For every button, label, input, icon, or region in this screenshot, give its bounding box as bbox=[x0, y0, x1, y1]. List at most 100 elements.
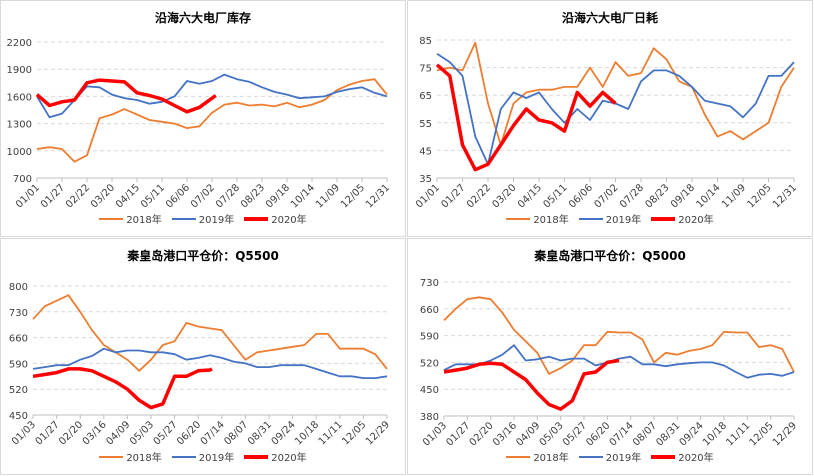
x-tick-label: 10/18 bbox=[293, 419, 321, 447]
legend-item-2018: 2018年 bbox=[506, 211, 569, 226]
x-tick-label: 01/01 bbox=[414, 182, 442, 210]
x-tick-label: 04/15 bbox=[516, 182, 544, 210]
x-tick-label: 01/01 bbox=[14, 182, 42, 210]
x-tick-label: 06/20 bbox=[584, 420, 612, 448]
legend-item-2019: 2019年 bbox=[171, 449, 235, 464]
x-tick-label: 10/18 bbox=[701, 420, 729, 448]
y-tick-label: 800 bbox=[9, 282, 28, 293]
x-tick-label: 12/29 bbox=[364, 419, 392, 447]
legend-item-2018: 2018年 bbox=[99, 211, 162, 226]
y-tick-label: 520 bbox=[420, 358, 439, 369]
x-tick-label: 12/31 bbox=[364, 182, 392, 210]
y-tick-label: 45 bbox=[419, 146, 432, 157]
legend: 2018年 2019年 2020年 bbox=[1, 211, 405, 226]
x-tick-label: 04/09 bbox=[514, 420, 542, 448]
legend-item-2019: 2019年 bbox=[171, 211, 235, 226]
legend-item-2020: 2020年 bbox=[244, 449, 307, 464]
y-tick-label: 520 bbox=[9, 385, 28, 396]
x-tick-label: 09/24 bbox=[678, 420, 706, 448]
x-tick-label: 09/24 bbox=[270, 419, 298, 447]
y-tick-label: 450 bbox=[420, 385, 439, 396]
x-tick-label: 01/27 bbox=[39, 182, 67, 210]
x-tick-label: 06/06 bbox=[567, 182, 595, 210]
y-tick-label: 660 bbox=[420, 305, 439, 316]
x-tick-label: 01/03 bbox=[421, 420, 449, 448]
x-tick-label: 01/27 bbox=[439, 182, 467, 210]
x-tick-label: 11/09 bbox=[720, 182, 748, 210]
legend-label: 2020年 bbox=[271, 215, 307, 226]
x-tick-label: 03/16 bbox=[491, 420, 519, 448]
x-tick-label: 08/07 bbox=[222, 419, 250, 447]
x-tick-label: 03/16 bbox=[81, 419, 109, 447]
x-tick-label: 09/18 bbox=[264, 182, 292, 210]
chart-panel-q5000: 秦皇岛港口平仓价：Q5000 380 450 520 590 660 730 01/03 01… bbox=[407, 238, 813, 475]
x-tick-label: 02/20 bbox=[468, 420, 496, 448]
y-tick-label: 1600 bbox=[7, 92, 32, 103]
x-tick-label: 11/11 bbox=[317, 419, 345, 447]
x-tick-label: 11/09 bbox=[314, 182, 342, 210]
x-tick-label: 03/20 bbox=[89, 182, 117, 210]
legend-label: 2019年 bbox=[198, 215, 235, 226]
series-line-2020年 bbox=[32, 367, 213, 410]
x-tick-label: 04/15 bbox=[114, 182, 142, 210]
y-tick-label: 700 bbox=[13, 174, 32, 185]
x-tick-label: 12/05 bbox=[340, 419, 368, 447]
chart-svg: 380 450 520 590 660 730 01/0301/2702/2003/1604… bbox=[420, 278, 799, 449]
y-tick-label: 1900 bbox=[7, 65, 32, 76]
chart-title: 沿海六大电厂库存 bbox=[154, 11, 251, 25]
legend-label: 2018年 bbox=[126, 453, 162, 464]
series-line-2020年 bbox=[443, 358, 620, 411]
chart-title: 秦皇岛港口平仓价：Q5500 bbox=[127, 249, 279, 263]
x-tick-label: 07/02 bbox=[592, 182, 620, 210]
series-line-2020年 bbox=[435, 63, 617, 172]
x-tick-label: 12/29 bbox=[771, 420, 799, 448]
x-tick-label: 05/27 bbox=[561, 420, 589, 448]
x-tick-label: 06/06 bbox=[164, 182, 192, 210]
series-line-2018年 bbox=[436, 41, 795, 146]
series-line-2018年 bbox=[36, 78, 388, 163]
series-line-2019年 bbox=[32, 347, 388, 380]
series-line-2018年 bbox=[32, 294, 388, 372]
x-tick-label: 12/31 bbox=[771, 182, 799, 210]
x-tick-label: 12/05 bbox=[745, 182, 773, 210]
legend-item-2019: 2019年 bbox=[578, 211, 642, 226]
x-tick-label: 02/22 bbox=[465, 182, 493, 210]
chart-panel-inventory: 沿海六大电厂库存 700 1000 1300 1600 1900 2200 01/01 01/… bbox=[0, 0, 406, 237]
x-tick-label: 05/03 bbox=[128, 419, 156, 447]
x-tick-label: 07/02 bbox=[189, 182, 217, 210]
legend-label: 2018年 bbox=[126, 215, 162, 226]
y-tick-label: 450 bbox=[9, 411, 28, 422]
y-tick-label: 35 bbox=[419, 174, 432, 185]
chart-svg: 700 1000 1300 1600 1900 2200 01/0101/2702/2203… bbox=[7, 38, 393, 211]
x-tick-label: 01/27 bbox=[444, 420, 472, 448]
legend-label: 2020年 bbox=[271, 453, 307, 464]
chart-panel-consumption: 沿海六大电厂日耗 35 45 55 65 75 85 01/01 01/27 02/22 03/2… bbox=[407, 0, 813, 237]
y-tick-label: 65 bbox=[419, 91, 432, 102]
y-tick-label: 1000 bbox=[7, 147, 32, 158]
x-tick-label: 05/11 bbox=[139, 182, 167, 210]
legend-label: 2018年 bbox=[533, 215, 569, 226]
chart-panel-q5500: 秦皇岛港口平仓价：Q5500 450 520 590 660 730 800 01/03 01… bbox=[0, 238, 406, 475]
y-tick-label: 730 bbox=[9, 308, 28, 319]
legend-item-2019: 2019年 bbox=[578, 449, 641, 464]
x-tick-label: 08/23 bbox=[643, 182, 671, 210]
legend-label: 2019年 bbox=[198, 453, 235, 464]
legend-item-2020: 2020年 bbox=[244, 211, 307, 226]
chart-title: 秦皇岛港口平仓价：Q5000 bbox=[534, 249, 686, 263]
x-tick-label: 05/27 bbox=[152, 419, 180, 447]
chart-svg: 450 520 590 660 730 800 01/0301/2702/2003/1604… bbox=[9, 282, 392, 448]
series-line-2020年 bbox=[35, 78, 217, 114]
y-tick-label: 55 bbox=[419, 119, 432, 130]
y-tick-label: 380 bbox=[420, 412, 439, 423]
x-tick-label: 10/14 bbox=[694, 182, 722, 210]
legend: 2018年 2019年 2020年 bbox=[408, 211, 812, 226]
x-tick-label: 08/23 bbox=[239, 182, 267, 210]
y-tick-label: 1300 bbox=[7, 120, 32, 131]
x-tick-label: 09/18 bbox=[669, 182, 697, 210]
legend-label: 2018年 bbox=[533, 453, 569, 464]
legend-item-2018: 2018年 bbox=[99, 449, 162, 464]
legend-label: 2019年 bbox=[605, 215, 642, 226]
legend-item-2018: 2018年 bbox=[506, 449, 569, 464]
legend: 2018年 2019年 2020年 bbox=[1, 449, 405, 464]
legend-item-2020: 2020年 bbox=[651, 211, 714, 226]
